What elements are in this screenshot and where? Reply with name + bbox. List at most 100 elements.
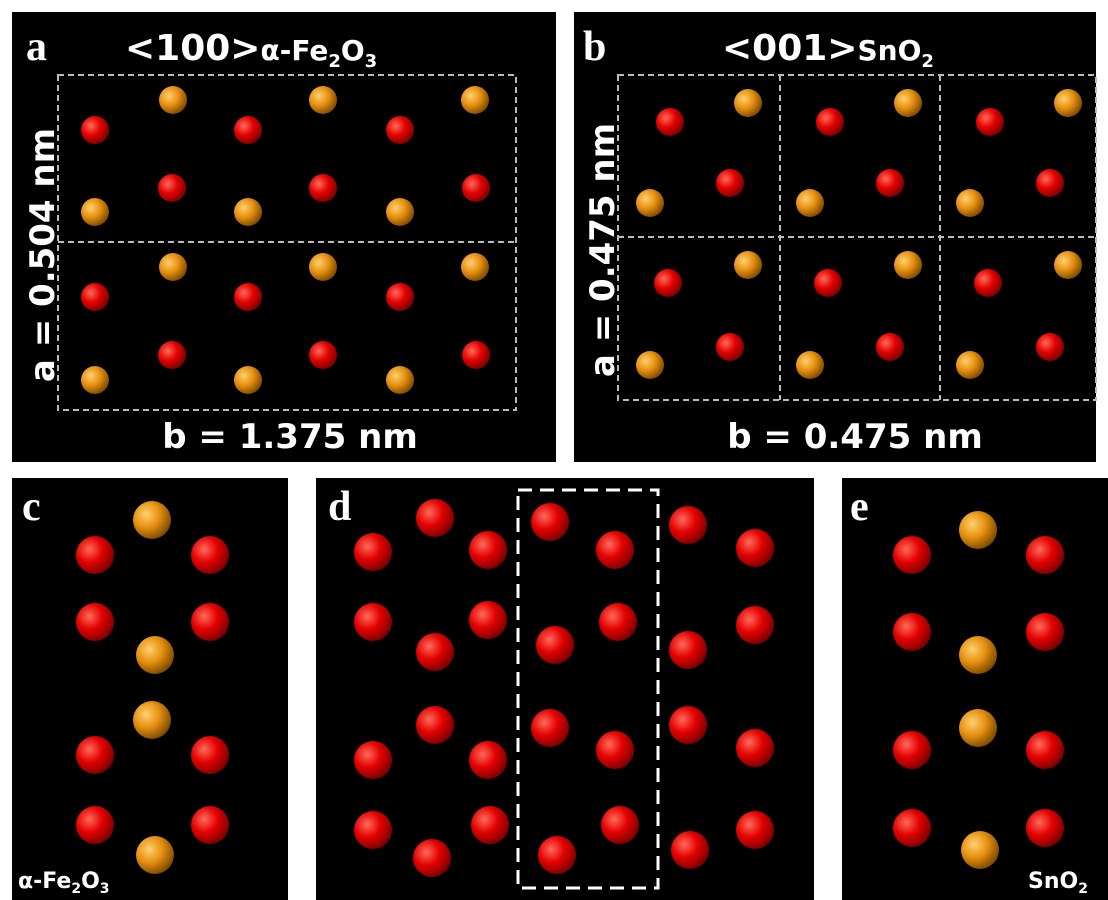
caption-part: 2 [1078, 881, 1088, 897]
atom-metal [309, 86, 337, 114]
atom-oxygen [191, 806, 229, 844]
atom-metal [959, 511, 997, 549]
atom-oxygen [1026, 731, 1064, 769]
atom-oxygen [531, 503, 569, 541]
atom-oxygen [416, 706, 454, 744]
atom-oxygen [814, 269, 842, 297]
atom-oxygen [191, 603, 229, 641]
atom-metal [1054, 251, 1082, 279]
title-part: O [341, 34, 365, 67]
atom-oxygen [416, 633, 454, 671]
caption-part: SnO [1028, 869, 1078, 894]
atom-metal [159, 253, 187, 281]
atom-metal [461, 86, 489, 114]
atom-metal [1054, 89, 1082, 117]
atom-oxygen [716, 169, 744, 197]
atom-oxygen [234, 283, 262, 311]
atom-oxygen [469, 601, 507, 639]
atom-oxygen [538, 836, 576, 874]
atom-oxygen [669, 706, 707, 744]
atom-oxygen [876, 333, 904, 361]
atom-oxygen [469, 531, 507, 569]
caption-part: α-Fe [18, 869, 71, 894]
atom-metal [309, 253, 337, 281]
panel-label: e [850, 484, 869, 530]
atom-metal [959, 636, 997, 674]
atom-oxygen [974, 269, 1002, 297]
atom-oxygen [736, 606, 774, 644]
atom-oxygen [893, 731, 931, 769]
atom-metal [81, 366, 109, 394]
atom-metal [894, 89, 922, 117]
atom-oxygen [76, 603, 114, 641]
title-part: <100> [125, 28, 260, 69]
side-label: a = 0.475 nm [583, 123, 623, 377]
title-part: SnO [857, 34, 921, 67]
title-part: 2 [328, 51, 341, 72]
atom-oxygen [601, 806, 639, 844]
atom-oxygen [531, 709, 569, 747]
figure: a <100>α-Fe2O3 a = 0.504 nm b = 1.375 nm… [0, 0, 1108, 900]
atom-oxygen [656, 108, 684, 136]
atom-oxygen [354, 741, 392, 779]
bottom-label: b = 1.375 nm [162, 417, 418, 457]
panel-label: b [583, 24, 606, 70]
panel-label: c [22, 484, 41, 530]
atom-oxygen [469, 741, 507, 779]
atom-oxygen [536, 626, 574, 664]
atom-oxygen [1036, 169, 1064, 197]
atom-oxygen [386, 283, 414, 311]
atom-oxygen [76, 536, 114, 574]
atom-oxygen [158, 341, 186, 369]
atom-oxygen [876, 169, 904, 197]
atom-oxygen [669, 506, 707, 544]
atom-oxygen [191, 736, 229, 774]
title-part: 3 [365, 51, 378, 72]
atom-oxygen [596, 531, 634, 569]
atom-oxygen [1026, 536, 1064, 574]
atom-oxygen [654, 269, 682, 297]
panel-label: a [26, 24, 47, 70]
atom-oxygen [716, 333, 744, 361]
atom-metal [734, 89, 762, 117]
title-part: 2 [921, 51, 934, 72]
atom-oxygen [596, 731, 634, 769]
atom-metal [81, 198, 109, 226]
atom-metal [133, 701, 171, 739]
atom-metal [159, 86, 187, 114]
atom-oxygen [158, 174, 186, 202]
atom-oxygen [599, 603, 637, 641]
atom-oxygen [81, 283, 109, 311]
atom-oxygen [309, 341, 337, 369]
atom-metal [636, 351, 664, 379]
caption-part: 2 [71, 881, 81, 897]
title-part: α-Fe [260, 34, 328, 67]
atom-metal [796, 189, 824, 217]
atom-oxygen [1026, 809, 1064, 847]
atom-oxygen [736, 811, 774, 849]
atom-oxygen [309, 174, 337, 202]
atom-oxygen [76, 736, 114, 774]
panel-title: <001>SnO2 [722, 28, 934, 72]
atom-oxygen [893, 809, 931, 847]
atom-oxygen [386, 116, 414, 144]
atom-oxygen [976, 108, 1004, 136]
atom-oxygen [462, 341, 490, 369]
atom-metal [956, 351, 984, 379]
caption: α-Fe2O3 [18, 869, 110, 897]
atom-metal [234, 198, 262, 226]
atom-oxygen [816, 108, 844, 136]
atom-metal [234, 366, 262, 394]
bottom-label: b = 0.475 nm [727, 417, 983, 457]
side-label: a = 0.504 nm [23, 128, 63, 382]
atom-metal [461, 253, 489, 281]
atom-metal [959, 709, 997, 747]
atom-oxygen [416, 499, 454, 537]
atom-metal [961, 831, 999, 869]
atom-oxygen [471, 806, 509, 844]
atom-oxygen [893, 536, 931, 574]
atom-oxygen [736, 529, 774, 567]
atom-metal [636, 189, 664, 217]
atom-oxygen [736, 729, 774, 767]
atom-oxygen [354, 811, 392, 849]
